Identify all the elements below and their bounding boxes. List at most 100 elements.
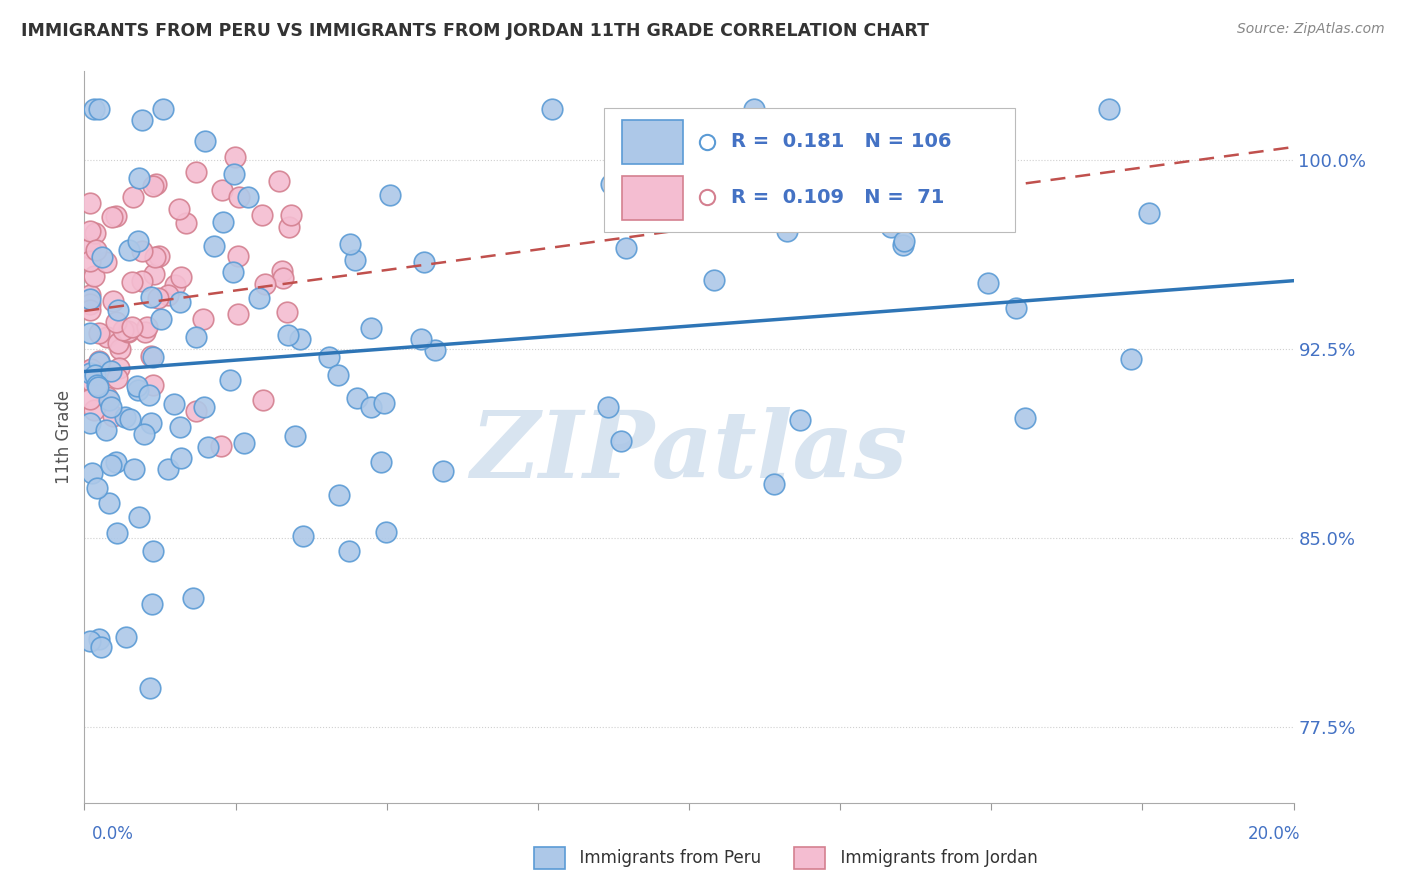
Point	[84, 368, 107, 382]
Point	[142, 350, 165, 364]
FancyBboxPatch shape	[605, 108, 1015, 232]
Point	[211, 215, 233, 229]
Point	[118, 412, 141, 426]
Point	[236, 189, 259, 203]
Point	[378, 188, 401, 202]
Text: IMMIGRANTS FROM PERU VS IMMIGRANTS FROM JORDAN 11TH GRADE CORRELATION CHART: IMMIGRANTS FROM PERU VS IMMIGRANTS FROM …	[21, 22, 929, 40]
Point	[152, 102, 174, 116]
Point	[131, 274, 153, 288]
Point	[142, 179, 165, 194]
Point	[94, 255, 117, 269]
Point	[744, 102, 766, 116]
Point	[127, 384, 149, 398]
Point	[107, 360, 129, 375]
Point	[145, 178, 167, 192]
Point	[107, 371, 129, 385]
Point	[202, 239, 225, 253]
Point	[142, 378, 165, 392]
Point	[360, 321, 382, 335]
Point	[148, 291, 170, 305]
Point	[101, 409, 124, 423]
Point	[222, 167, 245, 181]
Point	[79, 196, 101, 211]
Point	[79, 362, 101, 376]
Point	[280, 208, 302, 222]
Point	[209, 439, 232, 453]
Point	[127, 234, 149, 248]
Point	[79, 241, 101, 255]
Point	[100, 458, 122, 472]
Point	[170, 269, 193, 284]
Point	[79, 224, 101, 238]
Point	[121, 190, 143, 204]
Point	[762, 476, 785, 491]
Point	[134, 325, 156, 339]
Point	[139, 349, 162, 363]
Point	[337, 543, 360, 558]
Point	[273, 271, 295, 285]
Y-axis label: 11th Grade: 11th Grade	[55, 390, 73, 484]
Text: 0.0%: 0.0%	[91, 825, 134, 843]
Point	[84, 226, 107, 240]
Point	[132, 427, 155, 442]
Point	[343, 253, 366, 268]
Point	[977, 276, 1000, 290]
Point	[79, 292, 101, 306]
Point	[100, 210, 122, 224]
Point	[193, 311, 215, 326]
Point	[87, 355, 110, 369]
Point	[373, 396, 395, 410]
Point	[156, 287, 179, 301]
Point	[103, 294, 125, 309]
Point	[169, 295, 191, 310]
Point	[360, 401, 382, 415]
Point	[228, 190, 250, 204]
Point	[224, 150, 246, 164]
Point	[100, 400, 122, 414]
Point	[194, 135, 217, 149]
Point	[776, 224, 799, 238]
Point	[284, 429, 307, 443]
Point	[79, 296, 101, 310]
Point	[83, 269, 105, 284]
Point	[193, 400, 215, 414]
Point	[79, 303, 101, 318]
Point	[79, 326, 101, 341]
Point	[169, 202, 191, 216]
Point	[610, 434, 633, 449]
Point	[413, 254, 436, 268]
Point	[96, 390, 118, 404]
Point	[139, 417, 162, 431]
Point	[79, 288, 101, 302]
Point	[139, 290, 162, 304]
Point	[252, 393, 274, 408]
Point	[614, 241, 637, 255]
Point	[291, 529, 314, 543]
Point	[131, 244, 153, 258]
Point	[83, 402, 105, 417]
Point	[824, 208, 846, 222]
Point	[411, 332, 433, 346]
Point	[121, 319, 143, 334]
Point	[128, 510, 150, 524]
Point	[128, 171, 150, 186]
Point	[247, 291, 270, 305]
Point	[89, 632, 111, 646]
Point	[80, 466, 103, 480]
Point	[271, 263, 294, 277]
Point	[117, 324, 139, 338]
Point	[1137, 206, 1160, 220]
Point	[104, 315, 127, 329]
Point	[250, 208, 273, 222]
Point	[79, 392, 101, 407]
Point	[89, 640, 111, 654]
Point	[288, 332, 311, 346]
Point	[143, 267, 166, 281]
Text: Source: ZipAtlas.com: Source: ZipAtlas.com	[1237, 22, 1385, 37]
Point	[789, 413, 811, 427]
Point	[98, 496, 121, 510]
Point	[432, 464, 454, 478]
Point	[100, 364, 122, 378]
Point	[107, 302, 129, 317]
Point	[703, 273, 725, 287]
